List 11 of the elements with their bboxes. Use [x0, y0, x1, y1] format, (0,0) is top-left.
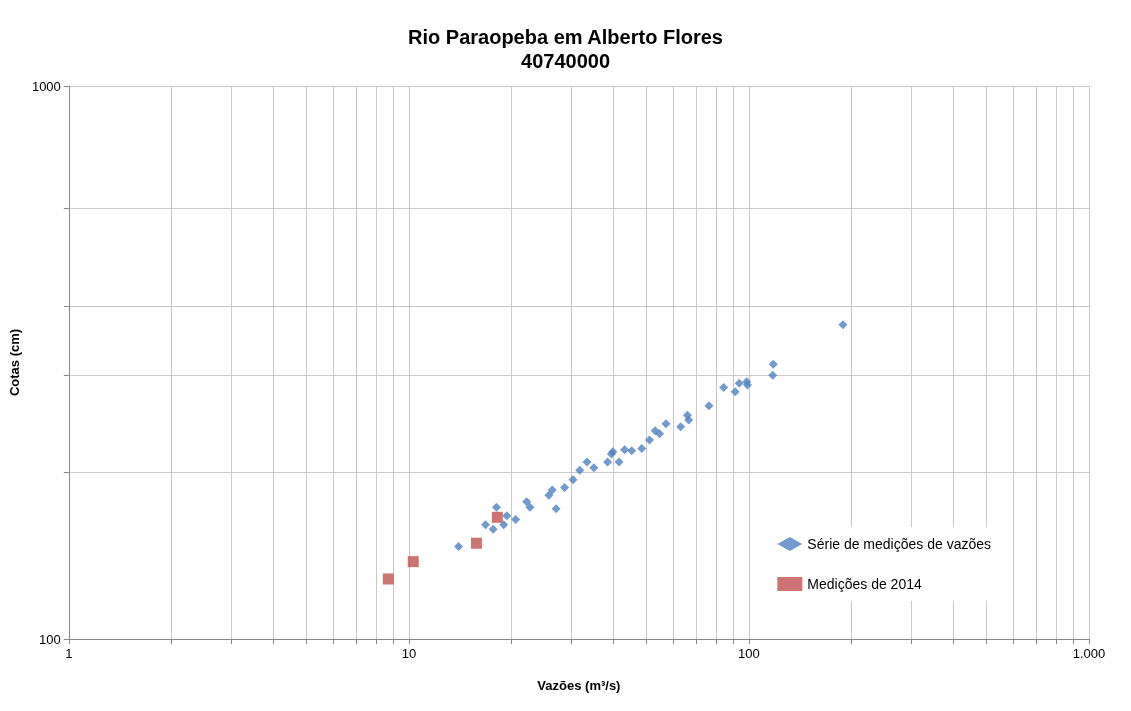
- legend-label: Série de medições de vazões: [807, 536, 992, 552]
- legend-label: Medições de 2014: [807, 576, 922, 592]
- y-tick-label: 1000: [31, 78, 61, 94]
- y-axis-title: Cotas (cm): [7, 328, 22, 397]
- chart-subtitle: 40740000: [521, 50, 610, 72]
- x-axis-title: Vazões (m³/s): [537, 678, 621, 693]
- x-tick-label: 1: [65, 646, 73, 661]
- chart-title: Rio Paraopeba em Alberto Flores: [408, 26, 723, 48]
- x-tick-label: 1.000: [1072, 646, 1106, 661]
- x-tick-label: 100: [738, 646, 760, 661]
- x-tick-label: 10: [401, 646, 417, 661]
